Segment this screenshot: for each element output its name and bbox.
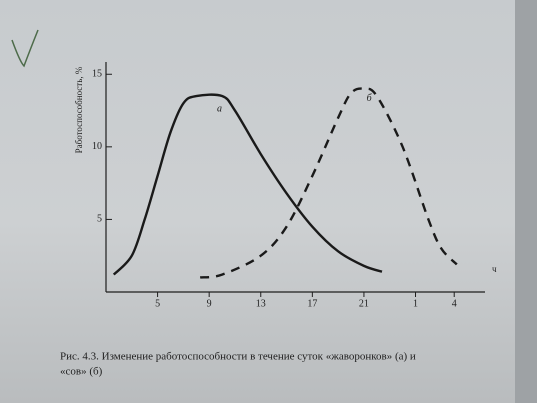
x-tick-label: 5 [155,298,160,309]
x-tick-label: 9 [207,298,212,309]
y-tick-label: 5 [97,214,102,225]
series-label: б [367,93,373,104]
caption-line: Рис. 4.3. Изменение работоспособности в … [60,351,416,363]
line-series [199,87,458,279]
y-tick-label: 10 [92,141,102,152]
x-tick-label: 4 [452,298,457,309]
series-label: а [217,103,222,114]
y-axis-label: Работоспособность, % [74,66,84,153]
y-tick-label: 15 [92,69,102,80]
x-tick-label: 17 [307,298,317,309]
page-edge [515,0,537,403]
x-tick-label: 1 [413,298,418,309]
x-tick-label: 13 [256,298,266,309]
x-axis-unit: ч [492,264,497,274]
line-series [112,93,383,276]
x-tick-label: 21 [359,298,369,309]
caption-line: «сов» (б) [60,366,103,378]
handwritten-mark [11,29,39,68]
